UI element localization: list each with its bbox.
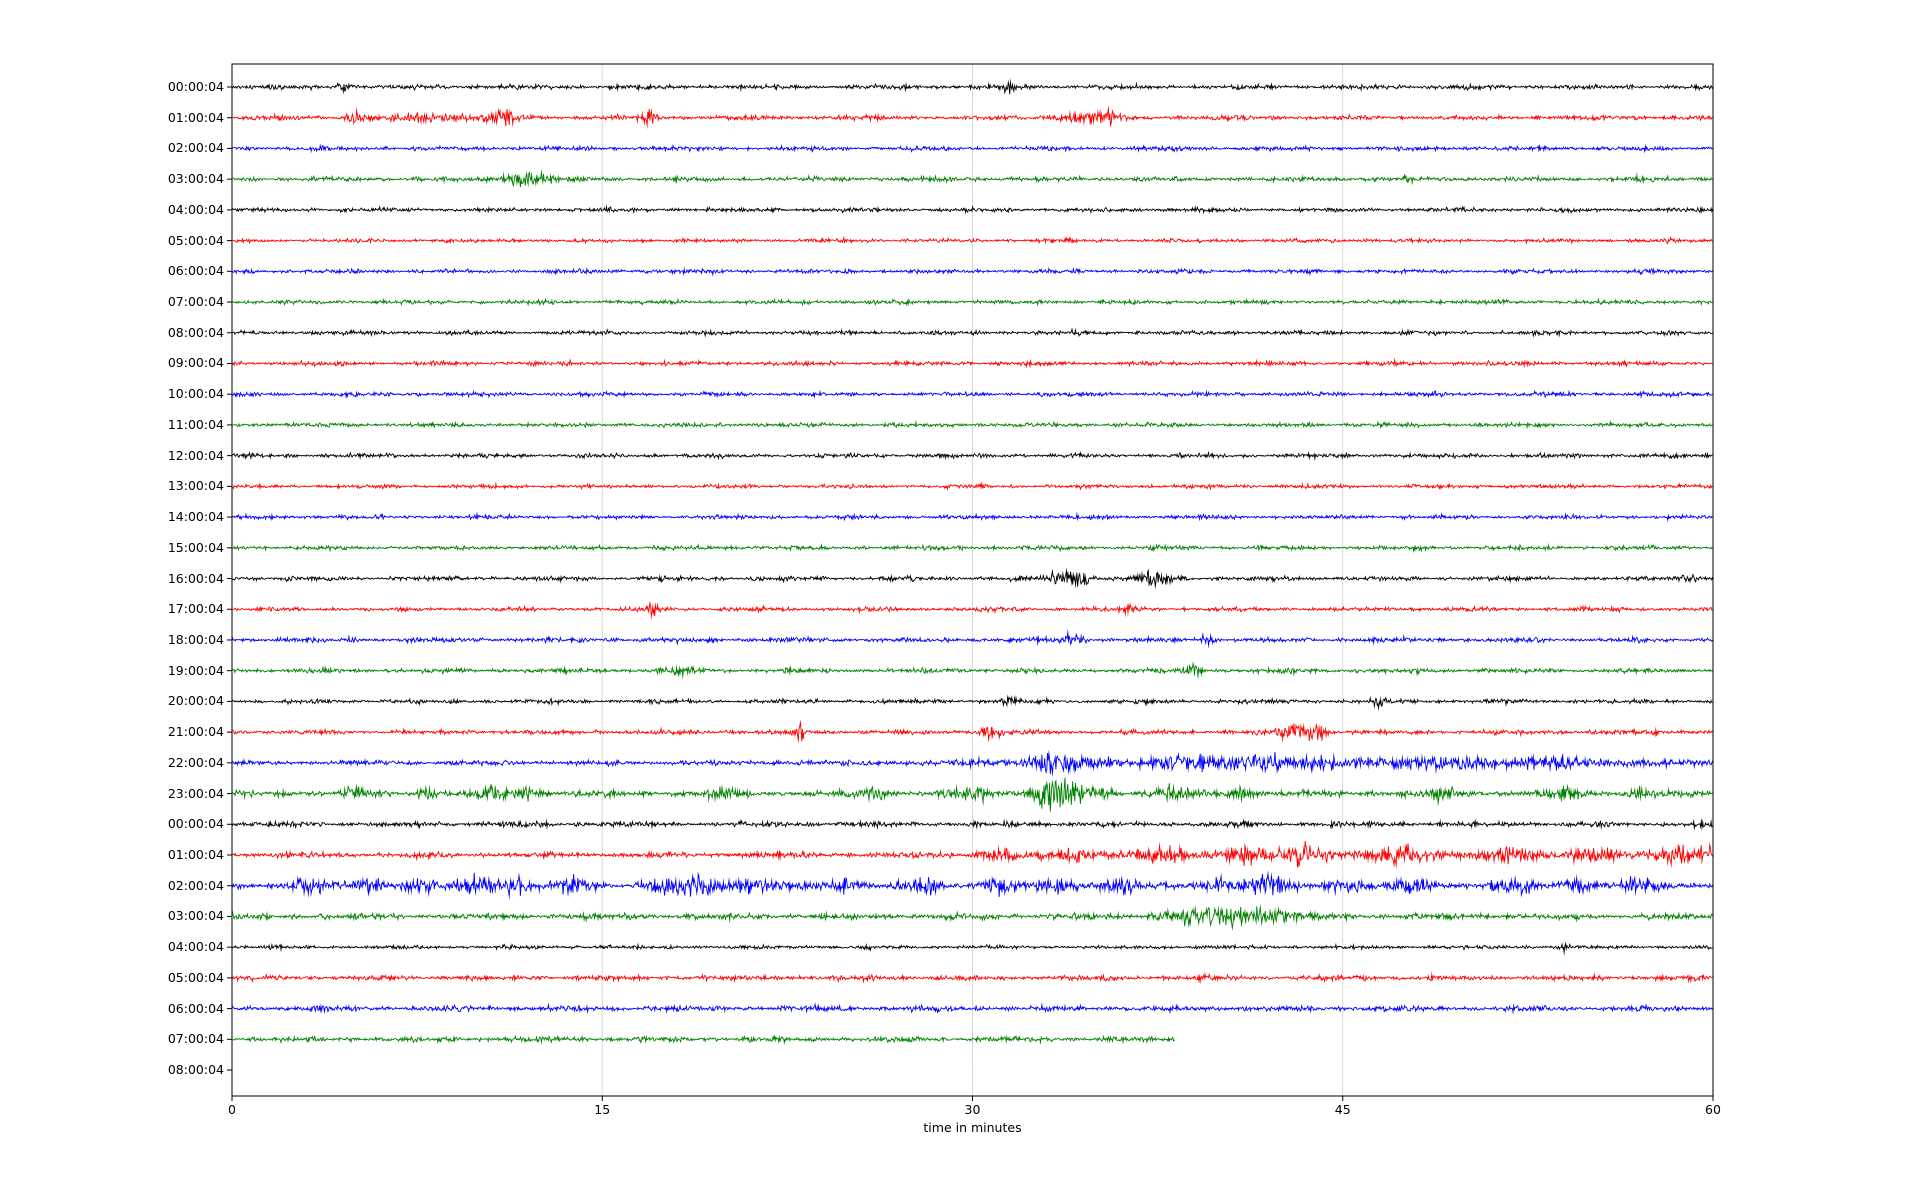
x-tick-label: 30 — [964, 1102, 981, 1117]
y-tick-label: 07:00:04 — [167, 1031, 224, 1047]
y-tick-label: 10:00:04 — [167, 386, 224, 402]
y-tick-label: 07:00:04 — [167, 294, 224, 310]
y-tick-label: 01:00:04 — [167, 847, 224, 862]
x-tick-label: 0 — [228, 1102, 236, 1117]
y-tick-label: 00:00:04 — [167, 79, 224, 94]
y-tick-label: 00:00:04 — [167, 816, 224, 832]
y-tick-label: 12:00:04 — [167, 447, 224, 463]
y-tick-label: 18:00:04 — [167, 631, 224, 647]
y-tick-label: 01:00:04 — [167, 109, 224, 125]
y-tick-label: 13:00:04 — [167, 478, 224, 494]
y-tick-label: 11:00:04 — [167, 416, 224, 432]
y-tick-label: 19:00:04 — [167, 662, 224, 678]
y-tick-label: 15:00:04 — [167, 539, 224, 555]
y-tick-label: 14:00:04 — [167, 509, 224, 525]
y-tick-label: 21:00:04 — [167, 724, 224, 740]
y-tick-label: 09:00:04 — [167, 355, 224, 371]
y-tick-label: 03:00:04 — [167, 171, 224, 187]
y-tick-label: 20:00:04 — [167, 693, 224, 709]
y-tick-label: 04:00:04 — [167, 939, 224, 955]
y-tick-label: 17:00:04 — [167, 601, 224, 617]
y-tick-label: 06:00:04 — [167, 1000, 224, 1016]
x-tick-label: 15 — [594, 1102, 611, 1117]
y-tick-label: 04:00:04 — [167, 201, 224, 217]
y-tick-label: 05:00:04 — [167, 969, 224, 985]
y-tick-label: 02:00:04 — [167, 877, 224, 893]
y-tick-label: 08:00:04 — [167, 1062, 224, 1078]
y-tick-label: 22:00:04 — [167, 754, 224, 770]
x-tick-label: 45 — [1334, 1102, 1351, 1117]
x-axis-title: time in minutes — [923, 1120, 1022, 1135]
y-tick-label: 23:00:04 — [167, 785, 224, 801]
x-tick-label: 60 — [1705, 1102, 1721, 1117]
y-tick-label: 06:00:04 — [167, 263, 224, 279]
y-tick-label: 02:00:04 — [167, 140, 224, 156]
y-tick-label: 05:00:04 — [167, 232, 224, 248]
y-tick-label: 03:00:04 — [167, 908, 224, 924]
y-tick-label: 08:00:04 — [167, 324, 224, 340]
y-tick-label: 16:00:04 — [167, 570, 224, 586]
